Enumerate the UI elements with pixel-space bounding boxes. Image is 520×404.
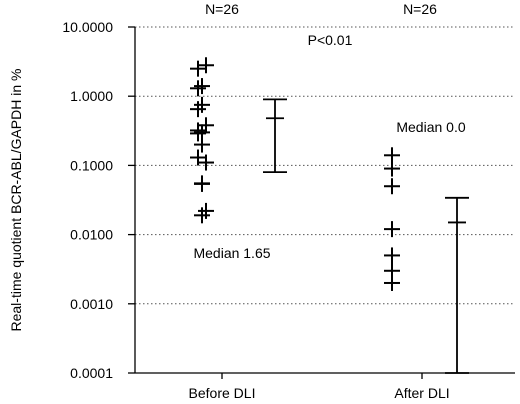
y-tick-label: 0.0010 [70,296,113,312]
y-tick-label: 10.0000 [62,19,113,35]
y-tick-label: 0.0001 [70,365,113,381]
median-after-label: Median 0.0 [396,119,465,135]
y-axis-ticks: 10.0000 1.0000 0.1000 0.0100 0.0010 0.0001 [62,19,135,381]
n-label-before: N=26 [205,1,239,17]
group-0 [190,57,287,224]
x-tick-label: Before DLI [189,385,256,401]
y-tick-label: 0.0100 [70,227,113,243]
median-before-label: Median 1.65 [193,245,270,261]
p-value-label: P<0.01 [308,32,353,48]
y-tick-label: 1.0000 [70,88,113,104]
n-label-after: N=26 [403,1,437,17]
group-1 [384,147,469,374]
grid-lines [135,26,515,305]
x-tick-label: After DLI [394,385,449,401]
y-tick-label: 0.1000 [70,157,113,173]
data-groups [190,57,469,374]
x-axis-ticks: Before DLI After DLI [189,373,450,401]
y-axis-label: Real-time quotient BCR-ABL/GAPDH in % [8,69,24,332]
